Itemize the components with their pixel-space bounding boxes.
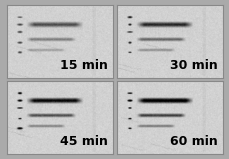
Text: 30 min: 30 min — [169, 59, 217, 72]
Text: 60 min: 60 min — [169, 135, 217, 148]
Text: 45 min: 45 min — [60, 135, 107, 148]
Text: 15 min: 15 min — [60, 59, 107, 72]
